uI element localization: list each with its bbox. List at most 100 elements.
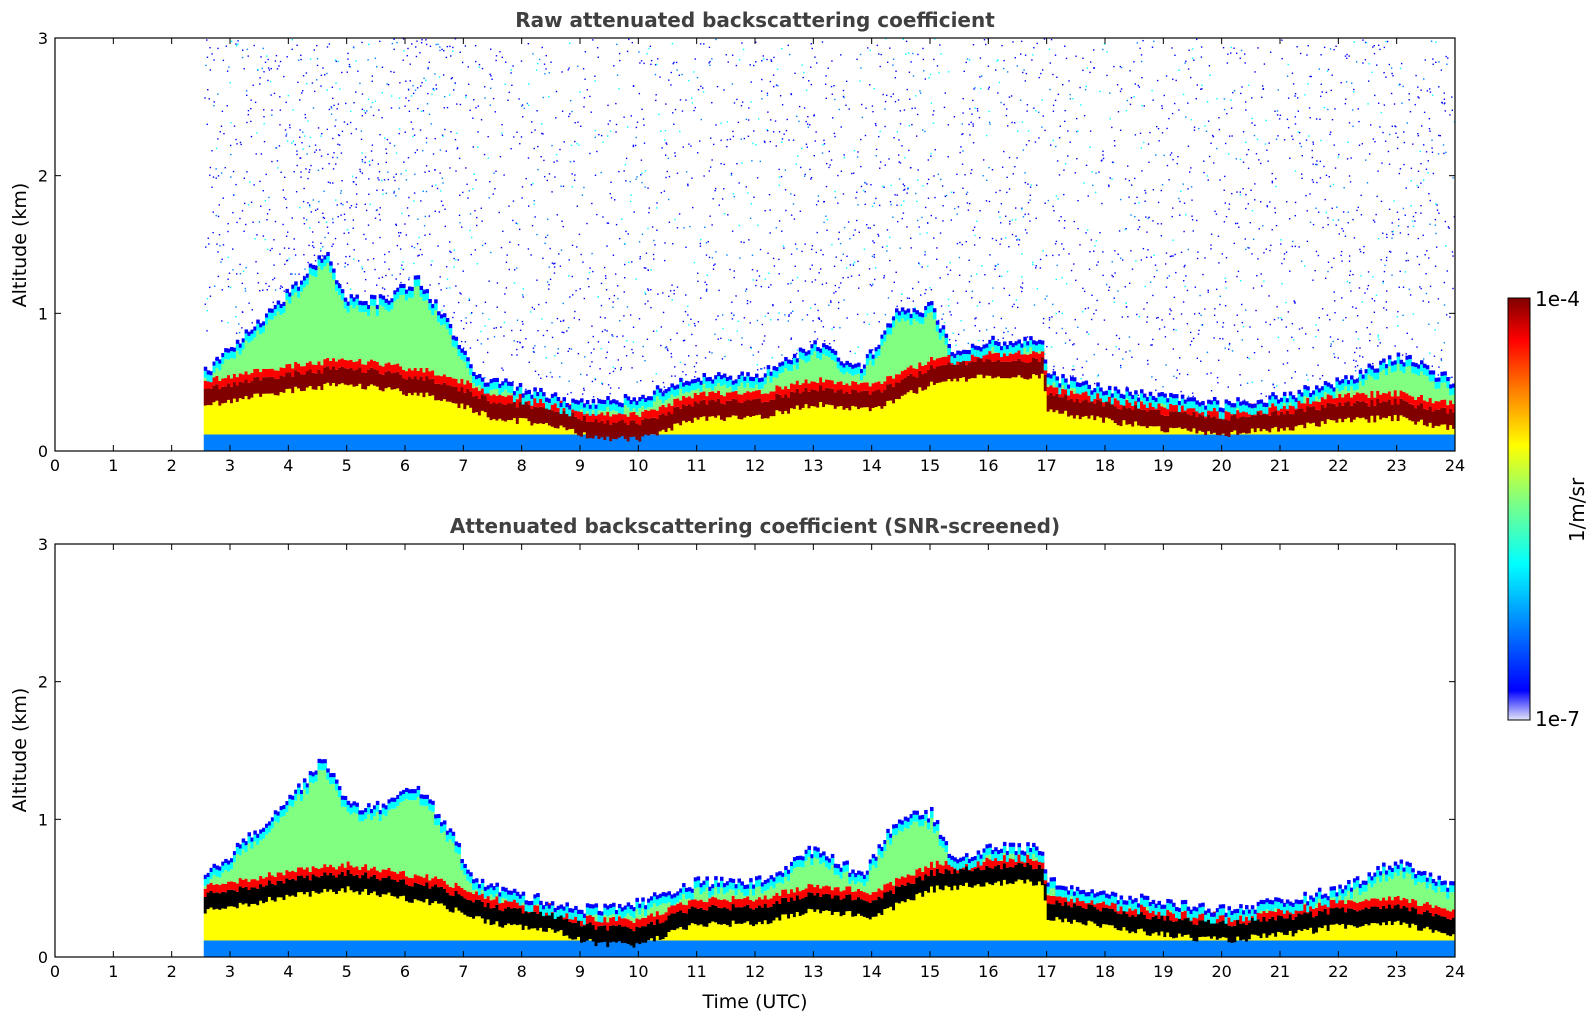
- heatmap-cell: [244, 340, 249, 372]
- noise-speck: [911, 107, 913, 110]
- noise-speck: [635, 126, 638, 129]
- noise-speck: [416, 243, 419, 245]
- heatmap-cell: [705, 396, 709, 405]
- heatmap-cell: [644, 408, 648, 410]
- heatmap-cell: [959, 361, 963, 379]
- noise-speck: [365, 238, 367, 240]
- noise-speck: [1138, 226, 1141, 228]
- noise-speck: [962, 150, 964, 152]
- noise-speck: [770, 60, 773, 62]
- noise-speck: [400, 267, 403, 269]
- noise-speck: [810, 248, 813, 251]
- noise-speck: [884, 108, 886, 110]
- heatmap-cell: [262, 434, 266, 451]
- heatmap-cell: [690, 398, 695, 407]
- heatmap-cell: [830, 405, 835, 435]
- noise-speck: [681, 73, 683, 76]
- heatmap-cell: [352, 301, 357, 309]
- heatmap-cell: [629, 400, 634, 405]
- heatmap-cell: [801, 352, 806, 360]
- noise-speck: [562, 302, 564, 305]
- heatmap-cell: [763, 418, 768, 435]
- noise-speck: [1054, 54, 1057, 56]
- noise-speck: [606, 351, 608, 353]
- noise-speck: [304, 113, 306, 116]
- heatmap-cell: [603, 434, 607, 451]
- noise-speck: [548, 283, 550, 286]
- noise-speck: [1148, 161, 1150, 163]
- noise-speck: [291, 48, 293, 50]
- noise-speck: [1137, 228, 1139, 231]
- noise-speck: [425, 79, 427, 81]
- heatmap-cell: [323, 367, 327, 384]
- noise-speck: [1077, 199, 1079, 202]
- noise-speck: [842, 89, 845, 92]
- heatmap-cell: [437, 322, 441, 376]
- heatmap-cell: [591, 413, 596, 423]
- noise-speck: [845, 104, 847, 106]
- noise-speck: [303, 222, 306, 225]
- noise-speck: [926, 183, 929, 185]
- noise-speck: [283, 290, 285, 292]
- heatmap-cell: [804, 434, 809, 451]
- heatmap-cell: [880, 345, 884, 384]
- heatmap-cell: [1134, 404, 1138, 422]
- noise-speck: [643, 267, 646, 269]
- noise-speck: [683, 339, 686, 342]
- noise-speck: [615, 131, 617, 133]
- noise-speck: [781, 104, 784, 106]
- heatmap-cell: [565, 434, 569, 451]
- noise-speck: [587, 341, 590, 344]
- noise-speck: [672, 62, 674, 65]
- heatmap-cell: [1110, 403, 1115, 421]
- heatmap-cell: [364, 364, 368, 373]
- noise-speck: [764, 315, 766, 318]
- noise-speck: [228, 66, 230, 68]
- noise-speck: [1029, 199, 1031, 201]
- heatmap-cell: [361, 364, 365, 373]
- noise-speck: [505, 287, 508, 289]
- heatmap-cell: [1075, 382, 1080, 387]
- heatmap-cell: [629, 411, 634, 413]
- noise-speck: [939, 44, 941, 46]
- heatmap-cell: [679, 381, 683, 389]
- heatmap-cell: [606, 396, 610, 401]
- noise-speck: [262, 190, 265, 192]
- noise-speck: [321, 255, 324, 257]
- heatmap-cell: [527, 421, 532, 435]
- noise-speck: [606, 245, 608, 247]
- heatmap-cell: [209, 388, 214, 406]
- heatmap-cell: [305, 277, 310, 285]
- heatmap-cell: [906, 308, 911, 313]
- noise-speck: [586, 222, 588, 225]
- noise-speck: [304, 117, 307, 119]
- noise-speck: [532, 347, 535, 349]
- heatmap-cell: [230, 434, 234, 451]
- noise-speck: [243, 202, 246, 205]
- heatmap-cell: [775, 385, 779, 394]
- noise-speck: [1035, 217, 1037, 220]
- noise-speck: [449, 45, 451, 48]
- noise-speck: [548, 173, 551, 175]
- noise-speck: [288, 247, 290, 250]
- heatmap-cell: [381, 299, 386, 307]
- noise-speck: [279, 253, 281, 255]
- heatmap-cell: [790, 434, 794, 451]
- noise-speck: [869, 84, 871, 86]
- noise-speck: [251, 309, 253, 311]
- noise-speck: [424, 171, 426, 173]
- noise-speck: [599, 316, 602, 318]
- heatmap-cell: [1046, 384, 1051, 387]
- noise-speck: [220, 172, 223, 174]
- noise-speck: [223, 132, 225, 135]
- noise-speck: [708, 62, 710, 64]
- noise-speck: [1117, 253, 1119, 256]
- noise-speck: [574, 140, 576, 143]
- noise-speck: [875, 197, 877, 200]
- noise-speck: [477, 131, 479, 133]
- heatmap-cell: [580, 409, 584, 412]
- heatmap-cell: [352, 308, 357, 362]
- noise-speck: [280, 285, 282, 287]
- noise-speck: [386, 83, 388, 85]
- noise-speck: [361, 158, 364, 161]
